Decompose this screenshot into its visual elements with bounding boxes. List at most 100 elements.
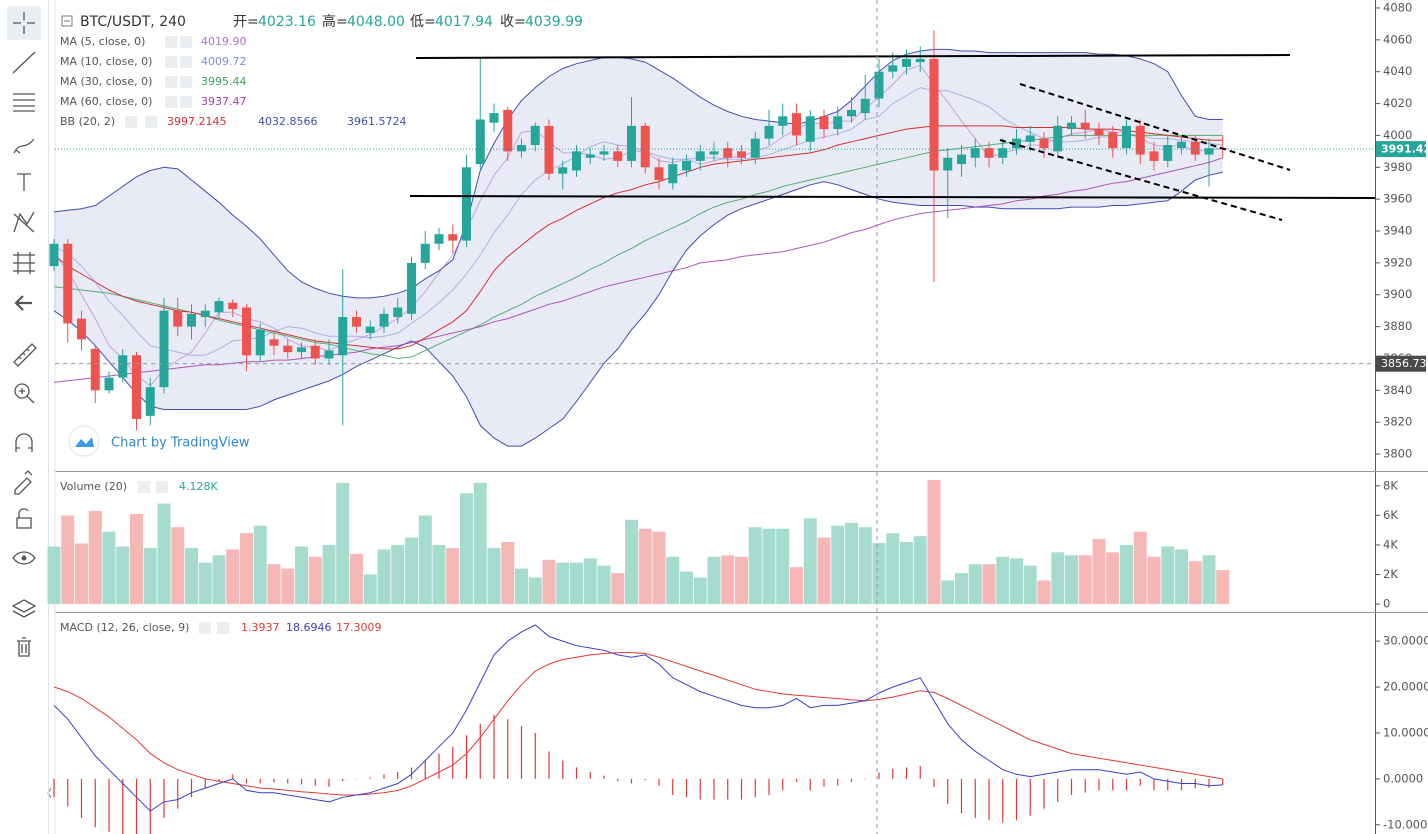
- macd-histogram: [589, 771, 591, 779]
- tool-lock[interactable]: [16, 508, 32, 529]
- legend-value: 4019.90: [201, 35, 247, 48]
- candle-body: [297, 347, 306, 353]
- tool-zoom-plus[interactable]: [19, 388, 35, 404]
- tool-eye[interactable]: [12, 551, 36, 565]
- volume-bar: [1133, 531, 1147, 605]
- tool-layers[interactable]: [11, 599, 37, 618]
- tool-crosshair[interactable]: [13, 12, 35, 34]
- legend-close[interactable]: [180, 56, 192, 68]
- volume-bar: [872, 543, 886, 605]
- legend-close[interactable]: [180, 36, 192, 48]
- volume-bar: [391, 544, 405, 605]
- legend-close[interactable]: [180, 96, 192, 108]
- volume-bar: [528, 577, 542, 605]
- trend-line[interactable]: [409, 195, 1376, 199]
- legend-settings[interactable]: [125, 116, 137, 128]
- tool-fib[interactable]: [13, 93, 35, 112]
- macd-histogram: [823, 778, 825, 787]
- legend-close[interactable]: [217, 622, 229, 634]
- tool-back[interactable]: [14, 295, 32, 311]
- trend-line[interactable]: [415, 54, 1291, 59]
- crosshair-price-label: 3856.73: [1381, 357, 1427, 370]
- candle-body: [833, 116, 843, 130]
- volume-bar: [1092, 539, 1106, 605]
- volume-bar: [913, 536, 927, 605]
- candle-body: [517, 144, 526, 152]
- candle-body: [585, 154, 595, 158]
- candle-body: [929, 58, 939, 171]
- legend-settings[interactable]: [165, 76, 177, 88]
- legend-close[interactable]: [180, 76, 192, 88]
- candle-body: [695, 151, 705, 161]
- candle-body: [338, 317, 348, 356]
- legend-close[interactable]: [145, 116, 157, 128]
- volume-bar: [75, 543, 88, 605]
- macd-histogram: [630, 778, 633, 784]
- candle-body: [970, 148, 980, 158]
- candle-body: [682, 160, 691, 171]
- legend-settings[interactable]: [138, 481, 150, 493]
- volume-bar: [968, 564, 982, 605]
- tool-delete[interactable]: [17, 637, 31, 657]
- macd-histogram: [768, 778, 770, 795]
- volume-bar: [1051, 552, 1065, 605]
- channel-line[interactable]: [1019, 83, 1291, 171]
- candle-body: [957, 154, 966, 165]
- tool-trendline[interactable]: [12, 51, 36, 74]
- candle-body: [1190, 141, 1200, 155]
- last-price-label: 3991.42: [1381, 143, 1428, 156]
- tool-lock-drawing[interactable]: [14, 470, 33, 495]
- candle-body: [462, 167, 471, 241]
- macd-histogram: [1208, 778, 1210, 789]
- volume-bar: [322, 544, 336, 605]
- legend-settings[interactable]: [165, 36, 177, 48]
- macd-histogram: [837, 778, 839, 786]
- ohlc-value: 4017.94: [435, 14, 493, 30]
- macd-histogram: [1043, 778, 1045, 809]
- tool-active-bg: [7, 6, 41, 40]
- signal-line: [53, 652, 1223, 796]
- candle-body: [1025, 135, 1035, 142]
- collapse-icon[interactable]: [61, 15, 73, 27]
- volume-bar: [198, 562, 212, 605]
- candle-body: [1135, 125, 1145, 155]
- tool-magnet[interactable]: [15, 433, 33, 452]
- tool-zoom[interactable]: [14, 383, 30, 399]
- tool-ruler[interactable]: [13, 343, 37, 367]
- candle-body: [998, 148, 1008, 158]
- tool-pattern[interactable]: [13, 211, 35, 233]
- macd-histogram: [850, 778, 853, 783]
- volume-bar: [240, 533, 253, 605]
- tool-eye-pupil: [21, 555, 27, 561]
- candle-body: [1204, 148, 1214, 155]
- legend-settings[interactable]: [165, 56, 177, 68]
- legend-value: 3961.5724: [347, 115, 407, 128]
- volume-bar: [652, 531, 666, 605]
- volume-bar: [487, 547, 501, 605]
- candle-body: [709, 151, 719, 155]
- channel-line[interactable]: [999, 139, 1283, 221]
- legend-name: MA (30, close, 0): [60, 75, 152, 88]
- candle-body: [792, 113, 801, 136]
- tool-text[interactable]: [17, 173, 31, 191]
- macd-histogram: [314, 778, 316, 786]
- volume-bar: [597, 565, 611, 605]
- volume-bar: [858, 527, 872, 605]
- legend-settings[interactable]: [165, 96, 177, 108]
- candle-body: [1163, 144, 1173, 161]
- ohlc-label: 收=: [500, 14, 526, 30]
- tool-prediction[interactable]: [13, 252, 35, 274]
- legend-settings[interactable]: [199, 622, 211, 634]
- legend-close[interactable]: [156, 481, 168, 493]
- macd-histogram: [369, 777, 371, 779]
- tool-brush[interactable]: [13, 138, 35, 154]
- volume-bar: [803, 518, 817, 605]
- volume-bar: [363, 574, 377, 605]
- volume-bar: [721, 555, 735, 605]
- macd-histogram: [163, 778, 165, 818]
- ohlc-label: 低=: [410, 14, 436, 30]
- drawings: Chart by TradingView BTC/USDT, 240: [61, 0, 1376, 834]
- macd-histogram: [1015, 778, 1018, 821]
- volume-bar: [418, 515, 432, 605]
- pane-title: Volume (20): [60, 480, 127, 493]
